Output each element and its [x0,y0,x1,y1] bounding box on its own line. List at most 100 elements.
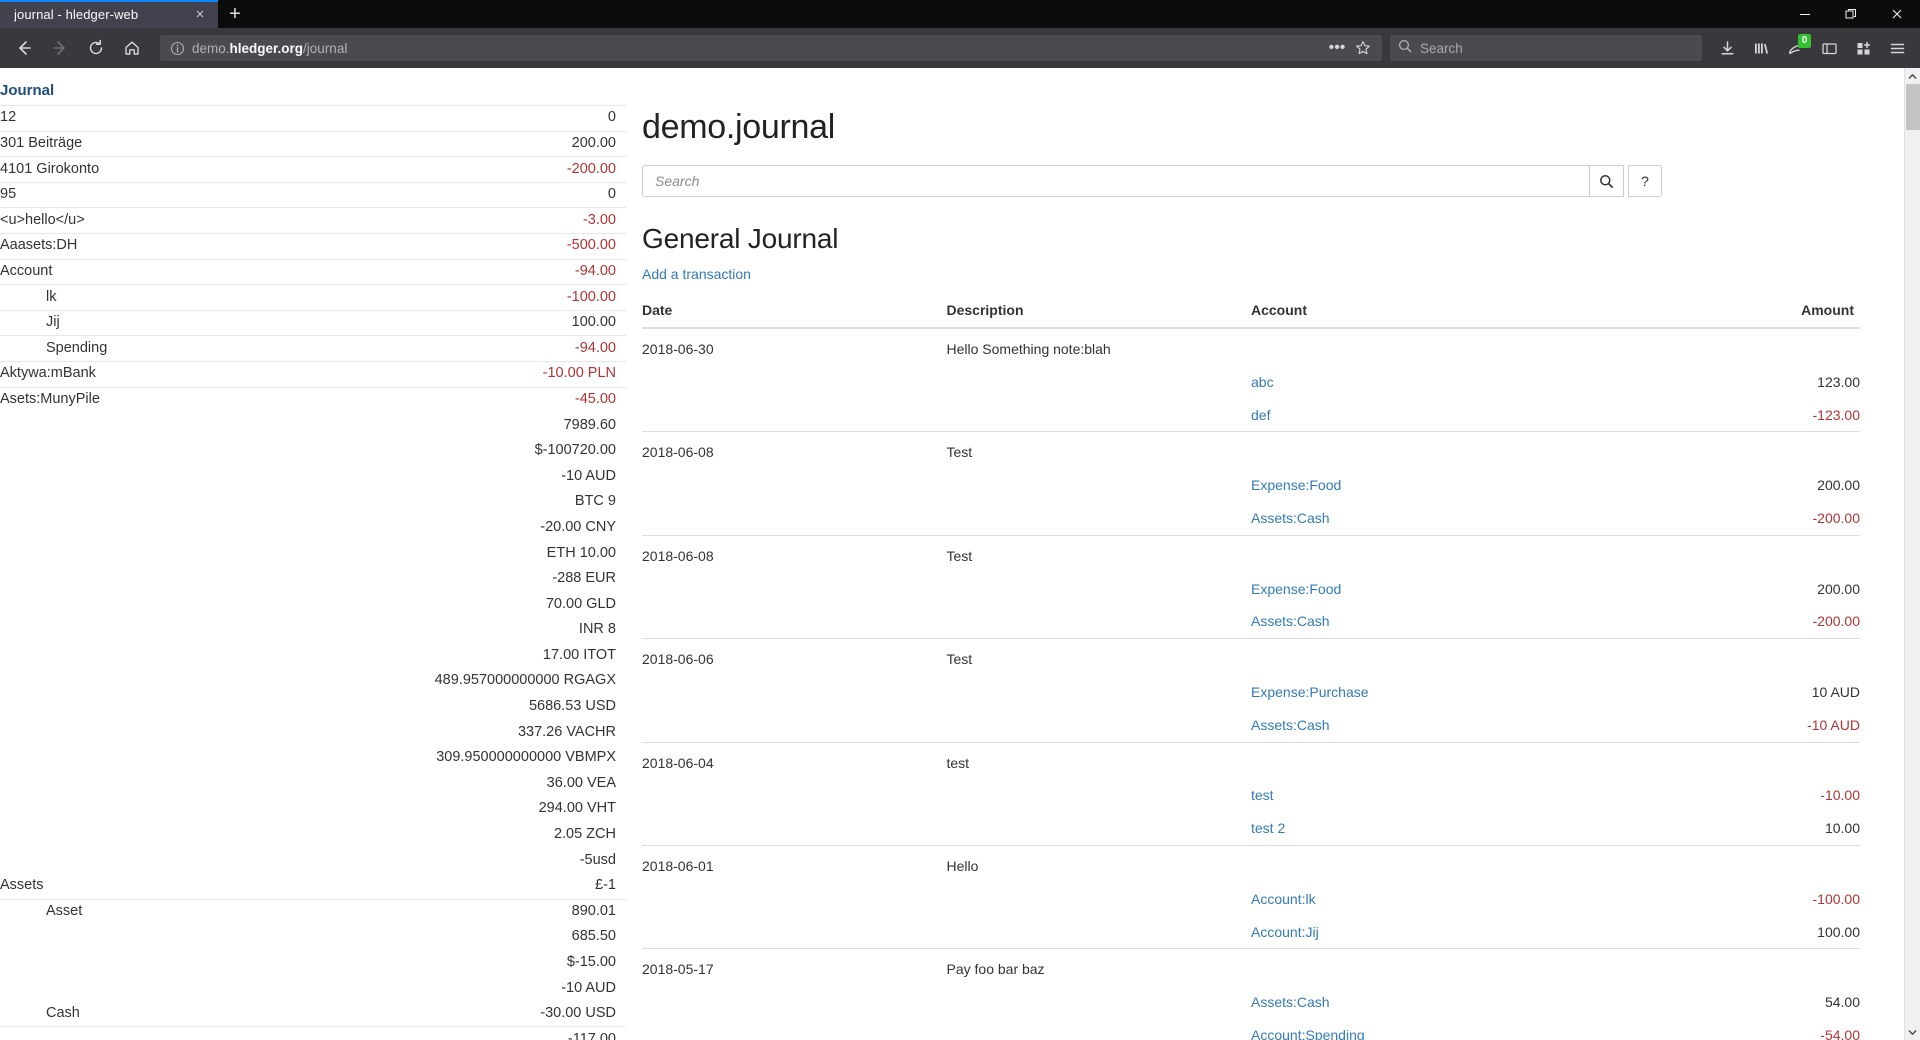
posting-account-link[interactable]: Assets:Cash [1251,994,1330,1011]
forward-icon[interactable] [44,32,76,64]
posting-account-link[interactable]: Expense:Food [1251,580,1342,597]
scroll-down-icon[interactable] [1905,1024,1920,1040]
posting-account-link[interactable]: Assets:Cash [1251,613,1330,630]
extensions-icon[interactable] [1847,32,1879,64]
browser-search-bar[interactable]: Search [1390,35,1702,61]
posting-account-link[interactable]: test [1251,787,1274,804]
posting-row[interactable]: test -10.00 [642,779,1860,812]
account-row[interactable]: Cash -30.00 USD [0,1001,626,1027]
account-row[interactable]: Aaasets:DH -500.00 [0,233,626,260]
account-row[interactable]: Jij 100.00 [0,309,626,336]
account-row[interactable]: 5686.53 USD [0,694,626,720]
account-row[interactable]: 12 0 [0,105,626,132]
posting-row[interactable]: test 2 10.00 [642,812,1860,845]
account-row[interactable]: -117.00 [0,1026,626,1040]
account-row[interactable]: 2.05 ZCH [0,822,626,848]
transaction-row[interactable]: 2018-06-08 Test [642,534,1860,573]
posting-row[interactable]: Account:Jij 100.00 [642,916,1860,949]
window-close-icon[interactable] [1874,0,1920,28]
account-row[interactable]: ETH 10.00 [0,541,626,567]
account-row[interactable]: 489.957000000000 RGAGX [0,669,626,695]
posting-account-link[interactable]: Account:Spending [1251,1026,1365,1040]
posting-row[interactable]: Expense:Food 200.00 [642,469,1860,502]
posting-account-link[interactable]: Expense:Purchase [1251,683,1369,700]
pocket-icon[interactable]: 0 [1779,32,1811,64]
account-row[interactable]: $-100720.00 [0,438,626,464]
account-row[interactable]: Asets:MunyPile -45.00 [0,386,626,413]
account-row[interactable]: 95 0 [0,181,626,208]
account-row[interactable]: Asset 890.01 [0,898,626,925]
posting-account-link[interactable]: test 2 [1251,820,1286,837]
scroll-up-icon[interactable] [1905,68,1920,84]
posting-row[interactable]: Account:Spending -54.00 [642,1019,1860,1040]
account-row[interactable]: 36.00 VEA [0,771,626,797]
tab-journal[interactable]: journal - hledger-web × [0,0,218,28]
transaction-row[interactable]: 2018-06-01 Hello [642,844,1860,883]
posting-row[interactable]: Assets:Cash -200.00 [642,502,1860,535]
bookmark-star-icon[interactable] [1350,36,1376,60]
account-row[interactable]: -10 AUD [0,464,626,490]
account-row[interactable]: 294.00 VHT [0,797,626,823]
minimize-icon[interactable] [1782,0,1828,28]
account-row[interactable]: 301 Beiträge 200.00 [0,130,626,157]
account-row[interactable]: -288 EUR [0,566,626,592]
posting-row[interactable]: Account:lk -100.00 [642,883,1860,916]
search-help-button[interactable]: ? [1628,165,1662,197]
account-row[interactable]: -5usd [0,848,626,874]
account-row[interactable]: -20.00 CNY [0,515,626,541]
posting-row[interactable]: abc 123.00 [642,366,1860,399]
transaction-row[interactable]: 2018-06-04 test [642,741,1860,780]
downloads-icon[interactable] [1711,32,1743,64]
home-icon[interactable] [116,32,148,64]
url-bar[interactable]: demo.hledger.org/journal ••• [160,35,1382,61]
page-info-icon[interactable] [166,41,188,56]
library-icon[interactable] [1745,32,1777,64]
account-row[interactable]: 337.26 VACHR [0,720,626,746]
account-row[interactable]: BTC 9 [0,490,626,516]
posting-row[interactable]: Assets:Cash -200.00 [642,605,1860,638]
posting-account-link[interactable]: Assets:Cash [1251,509,1330,526]
posting-row[interactable]: def -123.00 [642,399,1860,432]
transaction-row[interactable]: 2018-06-30 Hello Something note:blah [642,328,1860,366]
search-input[interactable] [642,165,1590,197]
account-row[interactable]: Assets £-1 [0,873,626,899]
account-row[interactable]: 4101 Girokonto -200.00 [0,156,626,183]
account-row[interactable]: <u>hello</u> -3.00 [0,207,626,234]
account-row[interactable]: INR 8 [0,617,626,643]
account-row[interactable]: -10 AUD [0,976,626,1002]
account-row[interactable]: Aktywa:mBank -10.00 PLN [0,361,626,388]
account-row[interactable]: Account -94.00 [0,258,626,285]
transaction-row[interactable]: 2018-05-17 Pay foo bar baz [642,948,1860,987]
posting-account-link[interactable]: Assets:Cash [1251,716,1330,733]
transaction-row[interactable]: 2018-06-08 Test [642,431,1860,470]
posting-account-link[interactable]: Expense:Food [1251,477,1342,494]
posting-row[interactable]: Expense:Food 200.00 [642,573,1860,606]
posting-row[interactable]: Assets:Cash 54.00 [642,986,1860,1019]
scrollbar-thumb[interactable] [1905,84,1920,130]
menu-icon[interactable] [1881,32,1913,64]
account-row[interactable]: 17.00 ITOT [0,643,626,669]
add-transaction-link[interactable]: Add a transaction [642,266,751,282]
posting-account-link[interactable]: abc [1251,373,1274,390]
account-row[interactable]: lk -100.00 [0,284,626,311]
account-row[interactable]: 7989.60 [0,413,626,439]
account-row[interactable]: $-15.00 [0,950,626,976]
posting-account-link[interactable]: def [1251,406,1271,423]
posting-account-link[interactable]: Account:lk [1251,890,1316,907]
page-scrollbar[interactable] [1904,68,1920,1040]
restore-icon[interactable] [1828,0,1874,28]
transaction-row[interactable]: 2018-06-06 Test [642,638,1860,676]
reload-icon[interactable] [80,32,112,64]
account-row[interactable]: 70.00 GLD [0,592,626,618]
posting-row[interactable]: Expense:Purchase 10 AUD [642,676,1860,709]
posting-row[interactable]: Assets:Cash -10 AUD [642,709,1860,742]
posting-account-link[interactable]: Account:Jij [1251,923,1319,940]
close-icon[interactable]: × [195,5,205,23]
account-row[interactable]: Spending -94.00 [0,335,626,362]
account-row[interactable]: 685.50 [0,925,626,951]
back-icon[interactable] [8,32,40,64]
search-submit-button[interactable] [1590,165,1624,197]
account-row[interactable]: 309.950000000000 VBMPX [0,745,626,771]
page-actions-icon[interactable]: ••• [1328,39,1346,56]
sidebar-icon[interactable] [1813,32,1845,64]
